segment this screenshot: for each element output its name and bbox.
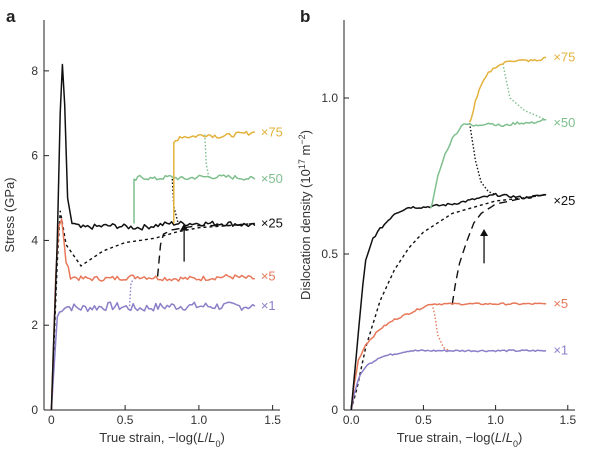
x-axis-label-part: ) [220,430,224,445]
transition-line [204,134,210,180]
x-axis-label: True strain, −log(L/L0) [397,430,523,449]
transition-line [431,303,450,352]
x-axis-label-part: True strain, −log( [99,430,198,445]
x-tick-label: 1.0 [487,413,504,427]
transition-line [50,210,255,411]
x-tick-label: 0.0 [343,413,360,427]
series-line [173,130,255,224]
x-axis-label-part: ) [518,430,522,445]
x-axis-label-part: L [208,430,215,445]
y-tick-label: 0 [331,403,338,417]
series-label: ×1 [553,343,568,358]
x-tick-label: 0.5 [415,413,432,427]
y-tick-label: 8 [31,64,38,78]
series-label: ×50 [553,115,575,130]
panel-letter: a [6,7,16,26]
transition-line [171,178,179,224]
x-axis-label-part: 0 [215,439,220,449]
x-tick-label: 0.5 [117,413,134,427]
y-axis-label: Dislocation density (1017 m−2) [297,130,313,300]
transition-line [156,222,255,277]
x-tick-label: 1.0 [191,413,208,427]
y-tick-label: 0 [31,403,38,417]
series-label: ×1 [261,298,276,313]
x-axis-label-part: L [506,430,513,445]
x-axis-label-part: 0 [513,439,518,449]
transition-line [128,278,135,307]
x-axis-label: True strain, −log(L/L0) [99,430,225,449]
y-axis-label: Stress (GPa) [2,177,17,252]
y-axis-label-part: Dislocation density (10 [298,169,313,300]
y-tick-label: 6 [31,149,38,163]
x-axis-label-part: True strain, −log( [397,430,496,445]
x-axis-label-part: L [495,430,502,445]
arrow-head [180,223,189,231]
series-line [50,301,256,411]
transition-line [468,122,496,196]
y-axis-label-part: ) [298,130,313,134]
series-label: ×25 [553,193,575,208]
transition-line [451,194,547,305]
y-axis-label-part: −2 [297,134,307,144]
series-label: ×50 [261,171,283,186]
arrow-head [480,229,489,237]
y-tick-label: 4 [31,233,38,247]
y-axis-label-part: 17 [297,159,307,169]
x-tick-label: 0 [48,413,55,427]
transition-line [502,63,547,121]
series-label: ×5 [261,268,276,283]
x-axis-label-part: L [197,430,204,445]
series-label: ×75 [261,124,283,139]
transition-line [350,194,547,411]
series-label: ×25 [261,215,283,230]
x-axis-label-part: / [502,430,506,445]
series-line [50,218,255,411]
series-line [350,302,547,411]
x-axis-label-part: / [205,430,209,445]
series-label: ×75 [553,49,575,64]
series-line [350,192,547,411]
y-tick-label: 2 [31,318,38,332]
series-line [350,349,547,411]
series-line [429,118,547,209]
series-line [133,174,256,224]
series-line [468,56,547,123]
panel-letter: b [300,7,310,26]
y-tick-label: 1.0 [321,91,338,105]
y-tick-label: 0.5 [321,247,338,261]
x-tick-label: 1.5 [559,413,576,427]
series-label: ×5 [553,296,568,311]
x-tick-label: 1.5 [264,413,281,427]
series-line [50,63,256,411]
y-axis-label-part: m [298,145,313,159]
